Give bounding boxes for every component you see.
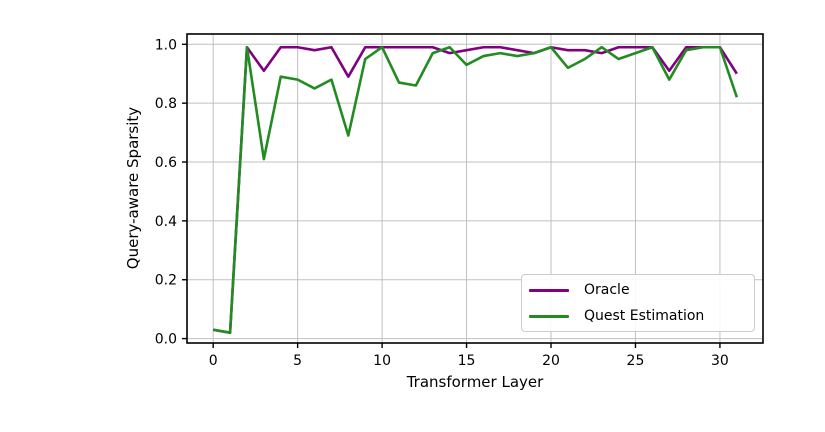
legend-label-quest-estimation: Quest Estimation xyxy=(584,308,705,324)
legend-label-oracle: Oracle xyxy=(584,282,630,298)
y-tick-label: 0.2 xyxy=(155,273,177,289)
x-tick-label: 25 xyxy=(627,353,645,369)
legend-entry-oracle: Oracle xyxy=(529,277,754,303)
x-tick-label: 20 xyxy=(542,353,560,369)
x-tick-label: 0 xyxy=(209,353,218,369)
legend: Oracle Quest Estimation xyxy=(521,274,755,332)
y-axis-label: Query-aware Sparsity xyxy=(124,106,142,270)
plot-border xyxy=(186,33,764,344)
y-tick-label: 0.6 xyxy=(155,155,177,171)
series-line-quest-estimation xyxy=(212,45,739,335)
quest-estimation-line-swatch xyxy=(529,314,569,318)
y-tick-label: 0.8 xyxy=(155,96,177,112)
x-tick-label: 10 xyxy=(373,353,391,369)
x-axis-label: Transformer Layer xyxy=(406,373,544,391)
x-tick-label: 5 xyxy=(293,353,302,369)
legend-entry-quest-estimation: Quest Estimation xyxy=(529,303,754,329)
y-tick-label: 0.0 xyxy=(155,332,177,348)
oracle-line-swatch xyxy=(529,288,569,292)
y-tick-label: 1.0 xyxy=(155,37,177,53)
x-tick-label: 15 xyxy=(458,353,476,369)
y-tick-label: 0.4 xyxy=(155,214,177,230)
x-tick-label: 30 xyxy=(711,353,729,369)
